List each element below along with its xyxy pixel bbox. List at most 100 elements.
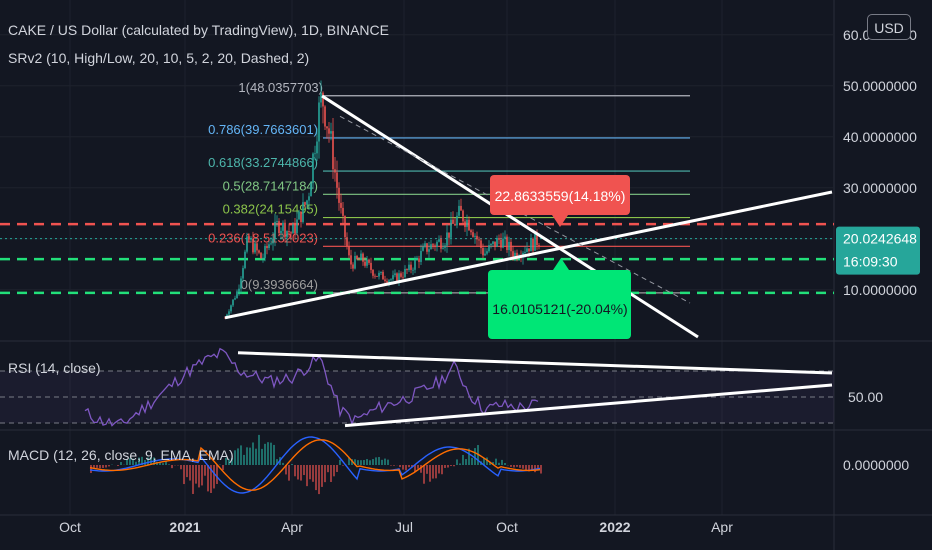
macd-histogram-bar xyxy=(195,465,197,484)
candle-body xyxy=(312,153,314,184)
macd-histogram-bar xyxy=(105,465,107,468)
macd-histogram-bar xyxy=(255,448,257,465)
candle-body xyxy=(396,273,398,281)
candle-body xyxy=(450,219,452,238)
macd-histogram-bar xyxy=(231,457,233,465)
fib-level-label: 0.618(33.2744866) xyxy=(208,155,318,170)
macd-histogram-bar xyxy=(432,465,434,479)
price-tick-label: 50.0000000 xyxy=(843,78,917,94)
macd-histogram-bar xyxy=(264,443,266,465)
rsi-line xyxy=(84,347,539,427)
macd-histogram-bar xyxy=(318,465,320,495)
macd-histogram-bar xyxy=(282,462,284,465)
macd-histogram-bar xyxy=(339,459,341,465)
signal-line xyxy=(89,439,541,491)
candle-body xyxy=(328,128,330,134)
macd-histogram-bar xyxy=(342,465,344,466)
macd-histogram-bar xyxy=(489,462,491,465)
macd-histogram-bar xyxy=(435,465,437,479)
macd-histogram-bar xyxy=(462,454,464,465)
candle-body xyxy=(422,246,424,251)
macd-histogram-bar xyxy=(408,465,410,468)
candle-body xyxy=(434,245,436,247)
macd-histogram-bar xyxy=(528,465,530,472)
candle-body xyxy=(412,269,414,271)
macd-histogram-bar xyxy=(237,448,239,465)
macd-histogram-bar xyxy=(285,465,287,475)
support-label-box xyxy=(488,270,631,339)
candle-body xyxy=(394,273,396,276)
candle-body xyxy=(278,221,280,234)
macd-histogram-bar xyxy=(390,465,392,466)
macd-histogram-bar xyxy=(348,457,350,465)
candle-body xyxy=(266,246,268,249)
candle-body xyxy=(486,251,488,254)
candle-body xyxy=(340,202,342,208)
fib-level-label: 0.382(24.15495) xyxy=(223,202,318,217)
macd-histogram-bar xyxy=(138,457,140,465)
macd-histogram-bar xyxy=(519,465,521,468)
rsi-legend[interactable]: RSI (14, close) xyxy=(8,360,101,376)
macd-histogram-bar xyxy=(366,459,368,465)
candle-body xyxy=(516,252,518,259)
candle-body xyxy=(470,230,472,233)
candle-body xyxy=(464,221,466,228)
macd-histogram-bar xyxy=(93,465,95,468)
macd-histogram-bar xyxy=(459,463,461,465)
fib-level-label: 1(48.0357703) xyxy=(238,80,323,95)
rsi-tick-label: 50.00 xyxy=(848,389,883,405)
macd-histogram-bar xyxy=(441,465,443,475)
macd-histogram-bar xyxy=(312,465,314,482)
candle-body xyxy=(454,223,456,226)
candle-body xyxy=(304,202,306,205)
price-tick-label: 30.0000000 xyxy=(843,180,917,196)
candle-body xyxy=(492,241,494,244)
candle-body xyxy=(508,241,510,251)
candle-body xyxy=(334,169,336,173)
macd-histogram-bar xyxy=(501,459,503,465)
candle-body xyxy=(372,269,374,276)
macd-histogram-bar xyxy=(471,457,473,465)
support-trendline xyxy=(224,190,833,320)
macd-histogram-bar xyxy=(522,465,524,469)
candle-body xyxy=(274,221,276,239)
candle-body xyxy=(240,278,242,289)
candle-body xyxy=(462,210,464,222)
macd-histogram-bar xyxy=(288,465,290,481)
macd-histogram-bar xyxy=(420,465,422,473)
macd-histogram-bar xyxy=(360,460,362,465)
candle-body xyxy=(284,222,286,238)
currency-button[interactable]: USD xyxy=(867,14,911,40)
candle-body xyxy=(308,196,310,201)
macd-legend[interactable]: MACD (12, 26, close, 9, EMA, EMA) xyxy=(8,447,234,463)
symbol-title[interactable]: CAKE / US Dollar (calculated by TradingV… xyxy=(8,22,389,38)
macd-histogram-bar xyxy=(204,465,206,476)
macd-histogram-bar xyxy=(171,465,173,469)
macd-histogram-bar xyxy=(363,460,365,465)
macd-histogram-bar xyxy=(495,458,497,465)
macd-histogram-bar xyxy=(276,459,278,465)
candle-body xyxy=(530,238,532,252)
candle-body xyxy=(310,183,312,197)
candle-body xyxy=(288,231,290,233)
macd-histogram-bar xyxy=(540,465,542,474)
candle-body xyxy=(298,211,300,220)
macd-histogram-bar xyxy=(102,465,104,468)
candle-body xyxy=(384,279,386,282)
candle-body xyxy=(392,275,394,280)
srv2-legend[interactable]: SRv2 (10, High/Low, 20, 10, 5, 2, 20, Da… xyxy=(8,50,310,66)
resistance-label-arrow xyxy=(552,215,568,227)
macd-histogram-bar xyxy=(375,457,377,465)
macd-histogram-bar xyxy=(474,448,476,465)
macd-histogram-bar xyxy=(306,465,308,487)
macd-histogram-bar xyxy=(498,462,500,465)
candle-body xyxy=(444,245,446,248)
candle-body xyxy=(452,219,454,224)
candle-body xyxy=(360,253,362,261)
macd-tick-label: 0.0000000 xyxy=(843,457,909,473)
candle-body xyxy=(526,248,528,252)
candle-body xyxy=(290,232,292,234)
candle-body xyxy=(442,247,444,249)
macd-histogram-bar xyxy=(207,465,209,492)
